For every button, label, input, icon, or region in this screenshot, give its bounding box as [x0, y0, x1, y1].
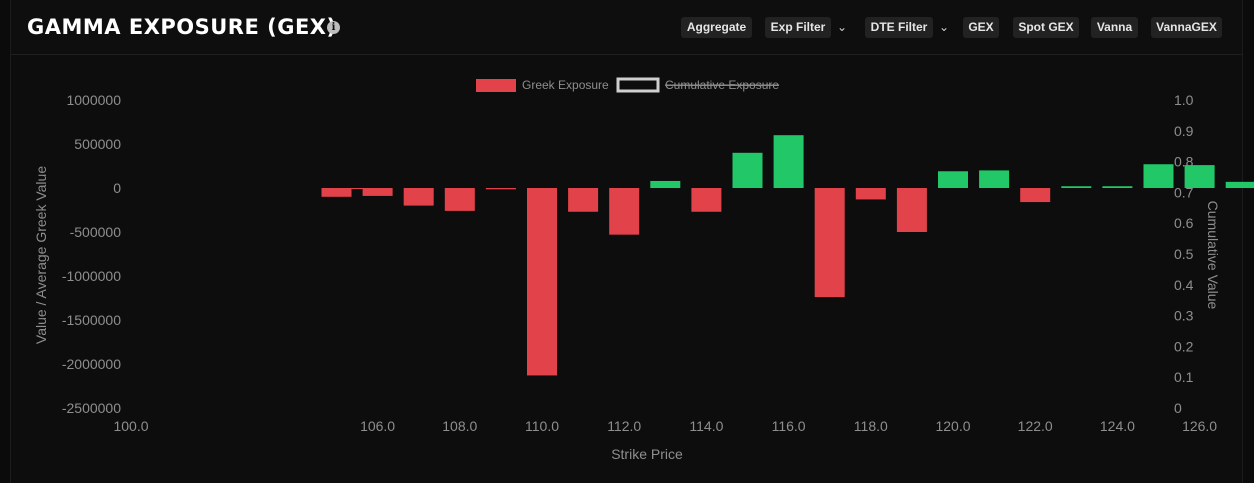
y2-tick-label: 0 — [1174, 400, 1182, 416]
chevron-down-icon[interactable]: ⌄ — [938, 20, 950, 34]
y-tick-label: -2000000 — [62, 356, 121, 372]
bar-strike-122[interactable] — [1020, 188, 1051, 203]
y2-tick-label: 0.6 — [1174, 215, 1194, 231]
x-tick-label: 112.0 — [607, 418, 641, 434]
dte-filter-button[interactable]: DTE Filter — [865, 17, 933, 38]
y-axis-label: Value / Average Greek Value — [33, 166, 49, 344]
bar-strike-123[interactable] — [1061, 186, 1092, 188]
x-axis: 100.0 106.0 108.0 110.0 112.0 114.0 116.0 118.0… — [113, 418, 1217, 434]
exp-filter-button[interactable]: Exp Filter — [765, 17, 831, 38]
bar-strike-111[interactable] — [568, 188, 599, 212]
chevron-down-icon[interactable]: ⌄ — [836, 20, 848, 34]
bar-strike-126[interactable] — [1184, 165, 1215, 188]
legend-swatch-greek-exposure[interactable] — [476, 79, 516, 92]
bar-strike-117[interactable] — [814, 188, 845, 298]
bar-strike-118[interactable] — [855, 188, 886, 200]
y-tick-label: -1500000 — [62, 312, 121, 328]
bar-strike-112[interactable] — [609, 188, 640, 235]
bar-strike-108[interactable] — [444, 188, 475, 211]
y2-tick-label: 0.4 — [1174, 277, 1194, 293]
x-tick-label: 108.0 — [442, 418, 477, 434]
bar-strike-106[interactable] — [362, 188, 393, 196]
bar-strike-113[interactable] — [650, 180, 681, 188]
x-tick-label: 118.0 — [854, 418, 888, 434]
panel-header: GAMMA EXPOSURE (GEX) i Aggregate Exp Fil… — [11, 0, 1242, 55]
bar-strike-119[interactable] — [896, 188, 927, 232]
x-tick-label: 120.0 — [935, 418, 970, 434]
info-icon[interactable]: i — [327, 21, 340, 34]
legend-swatch-cumulative-exposure[interactable] — [616, 77, 660, 93]
x-tick-label: 122.0 — [1018, 418, 1053, 434]
bar-strike-121[interactable] — [979, 170, 1010, 188]
vanna-button[interactable]: Vanna — [1091, 17, 1138, 38]
x-tick-label: 114.0 — [689, 418, 723, 434]
y-tick-label: -500000 — [70, 224, 122, 240]
y2-tick-label: 0.7 — [1174, 184, 1194, 200]
bar-strike-105[interactable] — [321, 188, 352, 197]
y2-axis-label: Cumulative Value — [1205, 201, 1221, 310]
y-tick-label: 1000000 — [66, 92, 121, 108]
chart-legend[interactable]: Greek Exposure Cumulative Exposure — [476, 77, 779, 93]
bar-strike-107[interactable] — [403, 188, 434, 206]
gex-button[interactable]: GEX — [963, 17, 999, 38]
x-tick-label: 106.0 — [360, 418, 395, 434]
bars — [321, 135, 1254, 376]
bar-strike-125[interactable] — [1143, 164, 1174, 188]
y2-axis: 1.00.90.80.70.60.50.40.30.20.10 — [1174, 92, 1194, 416]
y-tick-label: 500000 — [74, 136, 121, 152]
x-tick-label: 100.0 — [113, 418, 148, 434]
bar-strike-120[interactable] — [938, 171, 968, 188]
bar-strike-114[interactable] — [691, 188, 722, 212]
y2-tick-label: 1.0 — [1174, 92, 1194, 108]
bar-strike-124[interactable] — [1102, 186, 1133, 188]
legend-label-greek-exposure[interactable]: Greek Exposure — [522, 78, 609, 92]
bar-strike-116[interactable] — [773, 135, 804, 188]
bar-strike-105-5[interactable] — [342, 188, 373, 189]
x-tick-label: 124.0 — [1100, 418, 1135, 434]
y2-tick-label: 0.2 — [1174, 338, 1194, 354]
bar-strike-115[interactable] — [732, 152, 763, 188]
y-tick-label: -2500000 — [62, 400, 121, 416]
x-axis-label: Strike Price — [611, 446, 683, 462]
spot-gex-button[interactable]: Spot GEX — [1013, 17, 1079, 38]
y-tick-label: 0 — [113, 180, 121, 196]
y2-tick-label: 0.3 — [1174, 308, 1194, 324]
bar-strike-127[interactable] — [1225, 181, 1254, 188]
x-tick-label: 116.0 — [772, 418, 806, 434]
y-axis: 1000000 500000 0 -500000 -1000000 -1500000 -20… — [62, 92, 121, 416]
bar-strike-109[interactable] — [485, 188, 516, 190]
aggregate-button[interactable]: Aggregate — [681, 17, 752, 38]
y2-tick-label: 0.5 — [1174, 246, 1194, 262]
y-tick-label: -1000000 — [62, 268, 121, 284]
x-tick-label: 110.0 — [525, 418, 559, 434]
y2-tick-label: 0.1 — [1174, 369, 1194, 385]
x-tick-label: 126.0 — [1182, 418, 1217, 434]
vannagex-button[interactable]: VannaGEX — [1151, 17, 1222, 38]
bar-strike-110[interactable] — [527, 188, 557, 376]
page-title: GAMMA EXPOSURE (GEX) — [27, 15, 337, 39]
y2-tick-label: 0.9 — [1174, 123, 1194, 139]
